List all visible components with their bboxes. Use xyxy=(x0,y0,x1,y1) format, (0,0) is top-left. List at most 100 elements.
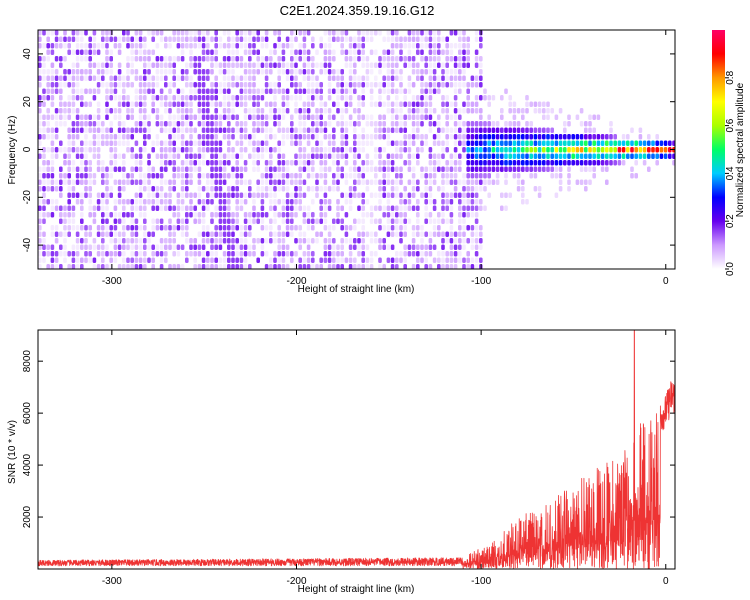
spectrogram-cell xyxy=(416,179,420,185)
spectrogram-cell xyxy=(88,140,92,146)
spectrogram-cell xyxy=(428,62,433,68)
spectrogram-cell xyxy=(260,212,265,218)
spectrogram-cell xyxy=(54,43,59,49)
spectrogram-cell xyxy=(256,69,260,75)
spectrogram-cell xyxy=(168,82,172,88)
spectrogram-cell xyxy=(508,160,512,166)
spectrogram-cell xyxy=(642,147,647,153)
spectrogram-cell xyxy=(63,173,67,179)
spectrogram-cell xyxy=(336,205,340,211)
spectrogram-cell xyxy=(386,192,391,198)
spectrogram-cell xyxy=(96,244,101,250)
spectrogram-cell xyxy=(336,212,340,218)
spectrogram-cell xyxy=(533,186,538,192)
spectrogram-cell xyxy=(143,36,147,42)
spectrogram-cell xyxy=(231,238,235,244)
spectrogram-cell xyxy=(336,101,340,107)
spectrogram-cell xyxy=(445,160,449,166)
spectrogram-cell xyxy=(449,127,454,133)
spectrogram-cell xyxy=(479,257,483,263)
spectrogram-cell xyxy=(306,212,311,218)
spectrogram-cell xyxy=(214,43,218,49)
spectrogram-cell xyxy=(500,166,504,172)
spectrogram-cell xyxy=(126,238,130,244)
spectrogram-cell xyxy=(222,218,227,224)
spectrogram-cell xyxy=(248,225,252,231)
spectrogram-cell xyxy=(474,186,479,192)
spectrogram-cell xyxy=(319,199,323,205)
spectrogram-cell xyxy=(75,231,80,237)
spectrogram-cell xyxy=(252,218,256,224)
spectrogram-cell xyxy=(437,166,441,172)
spectrogram-cell xyxy=(143,225,147,231)
spectrogram-cell xyxy=(92,127,97,133)
spectrogram-cell xyxy=(277,127,281,133)
spectrogram-cell xyxy=(67,166,71,172)
spectrogram-cell xyxy=(197,36,202,42)
spectrogram-cell xyxy=(231,173,235,179)
spectrogram-cell xyxy=(516,147,521,153)
spectrogram-cell xyxy=(214,225,218,231)
spectrogram-cell xyxy=(38,114,42,120)
spectrogram-cell xyxy=(239,95,244,101)
spectrogram-cell xyxy=(403,121,407,127)
spectrogram-cell xyxy=(420,244,424,250)
spectrogram-cell xyxy=(327,82,332,88)
spectrogram-cell xyxy=(441,212,445,218)
spectrogram-cell xyxy=(344,134,349,140)
spectrogram-cell xyxy=(516,121,521,127)
spectrogram-cell xyxy=(80,75,84,81)
spectrogram-cell xyxy=(361,199,365,205)
spectrogram-cell xyxy=(466,95,470,101)
spectrogram-cell xyxy=(38,121,42,127)
spectrogram-cell xyxy=(424,192,428,198)
spectrogram-cell xyxy=(193,36,197,42)
spectrogram-cell xyxy=(143,95,147,101)
x-tick-label: -200 xyxy=(286,576,306,587)
spectrogram-cell xyxy=(542,166,546,172)
spectrogram-cell xyxy=(147,62,151,68)
spectrogram-cell xyxy=(273,134,277,140)
spectrogram-cell xyxy=(88,121,92,127)
spectrogram-cell xyxy=(298,69,302,75)
spectrogram-cell xyxy=(147,88,151,94)
spectrogram-cell xyxy=(546,134,550,140)
spectrogram-cell xyxy=(487,192,491,198)
spectrogram-cell xyxy=(550,134,554,140)
spectrogram-cell xyxy=(201,264,206,269)
spectrogram-cell xyxy=(227,173,231,179)
spectrogram-cell xyxy=(42,62,46,68)
spectrogram-cell xyxy=(269,49,273,55)
spectrogram-cell xyxy=(193,192,197,198)
spectrogram-cell xyxy=(88,244,92,250)
spectrogram-cell xyxy=(214,251,218,257)
spectrogram-cell xyxy=(424,179,428,185)
spectrogram-cell xyxy=(46,108,50,114)
spectrogram-cell xyxy=(227,82,231,88)
spectrogram-cell xyxy=(319,212,323,218)
spectrogram-cell xyxy=(521,134,525,140)
spectrogram-cell xyxy=(248,88,252,94)
spectrogram-cell xyxy=(46,166,50,172)
spectrogram-cell xyxy=(311,225,315,231)
spectrogram-cell xyxy=(227,186,231,192)
spectrogram-cell xyxy=(147,160,151,166)
spectrogram-cell xyxy=(290,218,294,224)
spectrogram-cell xyxy=(462,30,466,36)
spectrogram-cell xyxy=(470,238,475,244)
spectrogram-cell xyxy=(420,147,424,153)
spectrogram-cell xyxy=(437,36,441,42)
spectrogram-cell xyxy=(264,140,269,146)
spectrogram-cell xyxy=(290,212,294,218)
x-tick-label: 0 xyxy=(663,576,669,587)
spectrogram-cell xyxy=(571,153,575,159)
spectrogram-cell xyxy=(327,62,332,68)
spectrogram-cell xyxy=(38,108,42,114)
spectrogram-cell xyxy=(428,121,433,127)
spectrogram-cell xyxy=(134,179,139,185)
spectrogram-cell xyxy=(117,43,122,49)
spectrogram-cell xyxy=(281,134,286,140)
spectrogram-cell xyxy=(243,95,248,101)
spectrogram-cell xyxy=(302,56,307,62)
spectrogram-cell xyxy=(416,199,420,205)
